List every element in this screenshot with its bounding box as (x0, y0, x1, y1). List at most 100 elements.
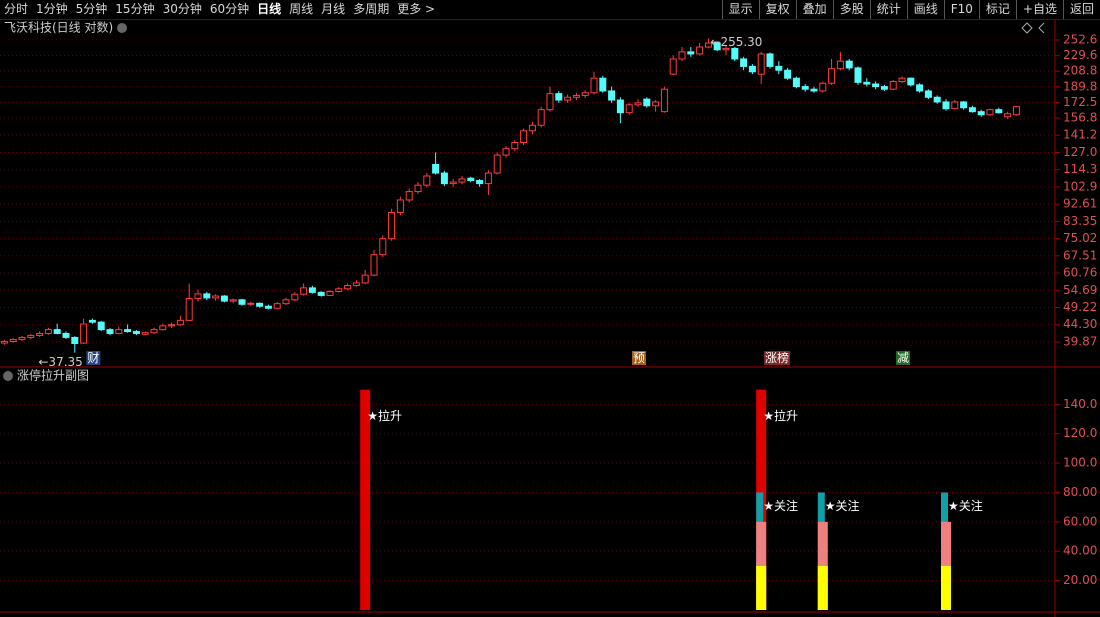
candle-body (740, 58, 748, 67)
candle-body (53, 329, 61, 334)
toolbar-button[interactable]: 15分钟 (115, 2, 155, 16)
candle-body (836, 60, 844, 70)
candle-body (854, 67, 862, 83)
toolbar-left: 分时 1分钟 5分钟 15分钟 30分钟 60分钟 日线 周线 月线 多周期 更多 > (0, 0, 439, 19)
candle-body (476, 180, 484, 185)
candle-body (845, 60, 853, 69)
collapse-icon[interactable] (1038, 22, 1045, 34)
toolbar-button[interactable]: 返回 (1062, 0, 1100, 19)
candle-body (960, 101, 968, 109)
candle-body (528, 124, 536, 132)
candle-body (696, 46, 704, 55)
candle-body (493, 154, 501, 174)
title-icon (117, 23, 127, 33)
toolbar-button[interactable]: 60分钟 (209, 2, 250, 16)
candle-body (898, 77, 906, 83)
diamond-icon[interactable] (1021, 22, 1033, 34)
toolbar-button[interactable]: F10 (943, 0, 979, 19)
y-tick-label: 120.0 (1063, 426, 1097, 440)
candle-body (608, 90, 616, 101)
y-tick-label: 83.35 (1063, 214, 1097, 228)
toolbar-button[interactable]: 叠加 (795, 0, 833, 19)
candle-body (256, 302, 264, 307)
candle-body (590, 77, 598, 94)
candle-body (748, 65, 756, 73)
candle-body (467, 177, 475, 182)
y-tick-label: 75.02 (1063, 231, 1097, 245)
candle-body (722, 47, 730, 51)
event-label: 涨榜 (765, 350, 789, 365)
toolbar-button[interactable]: 显示 (721, 0, 759, 19)
toolbar-button[interactable]: 统计 (869, 0, 907, 19)
candle-body (150, 329, 158, 334)
signal-label: ★关注 (948, 498, 983, 513)
event-badge (86, 351, 101, 365)
y-tick-label: 39.87 (1063, 334, 1097, 348)
candle-body (625, 104, 633, 114)
toolbar-button[interactable]: 画线 (906, 0, 944, 19)
candle-body (300, 287, 308, 295)
toolbar-button[interactable]: 月线 (321, 2, 346, 16)
candle-body (766, 53, 774, 67)
candle-body (660, 88, 668, 113)
candle-body (370, 254, 378, 276)
toolbar-button[interactable]: 标记 (978, 0, 1016, 19)
candle-body (185, 298, 193, 321)
candle-body (564, 96, 572, 101)
candle-body (405, 191, 413, 201)
indicator-bar (756, 565, 767, 610)
signal-label: ★拉升 (367, 408, 402, 423)
candle-body (872, 83, 880, 88)
toolbar-button[interactable]: 1分钟 (36, 2, 68, 16)
chart-title: 涨停拉升副图 (17, 368, 89, 383)
y-tick-label: 100.0 (1063, 456, 1097, 470)
toolbar-button[interactable]: 多股 (832, 0, 870, 19)
candle-body (159, 325, 167, 331)
candle-body (449, 181, 457, 185)
candle-body (546, 93, 554, 111)
candle-body (678, 51, 686, 60)
candle-body (599, 77, 607, 92)
candle-body (335, 288, 343, 292)
y-tick-label: 140.0 (1063, 397, 1097, 411)
toolbar-button[interactable]: 30分钟 (162, 2, 202, 16)
y-tick-label: 127.0 (1063, 145, 1097, 159)
candle-body (757, 53, 765, 75)
candle-body (106, 329, 114, 334)
candle-body (291, 293, 299, 301)
candle-body (141, 332, 149, 335)
y-tick-label: 156.8 (1063, 111, 1097, 125)
indicator-bar (360, 389, 371, 610)
toolbar-button[interactable]: 多周期 (353, 2, 390, 16)
candle-body (916, 84, 924, 92)
y-tick-label: 189.8 (1063, 79, 1097, 93)
candle-body (704, 42, 712, 48)
indicator-bar (941, 565, 951, 610)
candle-body (361, 274, 369, 284)
candle-body (36, 332, 44, 336)
candle-body (229, 299, 237, 302)
candle-body (819, 82, 827, 92)
y-tick-label: 102.9 (1063, 179, 1097, 193)
toolbar-button[interactable]: 复权 (758, 0, 796, 19)
candle-body (924, 90, 932, 98)
candle-body (132, 331, 140, 334)
candle-body (863, 81, 871, 85)
y-tick-label: 252.6 (1063, 33, 1097, 47)
toolbar-button[interactable]: 周线 (289, 2, 314, 16)
toolbar-button[interactable]: 分时 (4, 2, 29, 16)
toolbar-button[interactable]: +自选 (1015, 0, 1063, 19)
signal-label: ★拉升 (763, 408, 798, 423)
candle-body (511, 141, 519, 150)
candle-body (238, 299, 246, 305)
toolbar-button[interactable]: 更多 > (397, 2, 436, 16)
candle-body (176, 319, 184, 326)
toolbar-button[interactable]: 5分钟 (75, 2, 108, 16)
candle-body (731, 47, 739, 60)
event-badge (896, 351, 910, 365)
toolbar-button[interactable]: 日线 (257, 2, 282, 16)
candle-body (784, 69, 792, 79)
candle-body (1012, 106, 1020, 116)
extreme-label: ←255.30 (710, 35, 762, 49)
